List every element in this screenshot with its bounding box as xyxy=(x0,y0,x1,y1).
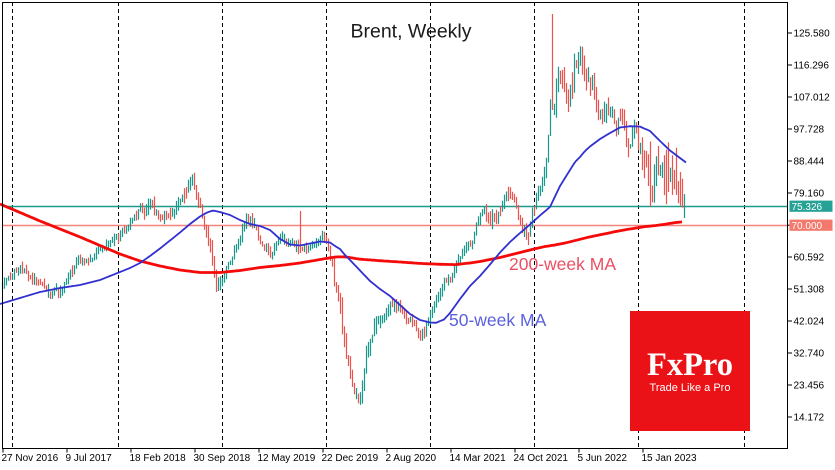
svg-text:107.012: 107.012 xyxy=(794,93,831,104)
svg-text:75.326: 75.326 xyxy=(792,202,823,213)
svg-text:42.024: 42.024 xyxy=(794,317,825,328)
svg-text:9 Jul 2017: 9 Jul 2017 xyxy=(66,453,113,464)
svg-text:Brent, Weekly: Brent, Weekly xyxy=(350,21,471,43)
svg-text:23.456: 23.456 xyxy=(794,381,825,392)
svg-text:18 Feb 2018: 18 Feb 2018 xyxy=(130,453,187,464)
svg-text:200-week MA: 200-week MA xyxy=(509,254,616,274)
svg-text:60.592: 60.592 xyxy=(794,253,825,264)
svg-text:79.160: 79.160 xyxy=(794,189,825,200)
svg-text:50-week MA: 50-week MA xyxy=(449,310,547,330)
svg-text:5 Jun 2022: 5 Jun 2022 xyxy=(578,453,628,464)
svg-text:14.172: 14.172 xyxy=(794,413,825,424)
svg-text:125.580: 125.580 xyxy=(794,29,831,40)
svg-text:Trade Like a Pro: Trade Like a Pro xyxy=(650,382,731,394)
svg-text:27 Nov 2016: 27 Nov 2016 xyxy=(2,453,59,464)
svg-text:14 Mar 2021: 14 Mar 2021 xyxy=(450,453,507,464)
svg-text:30 Sep 2018: 30 Sep 2018 xyxy=(194,453,251,464)
svg-text:97.728: 97.728 xyxy=(794,125,825,136)
svg-text:15 Jan 2023: 15 Jan 2023 xyxy=(642,453,697,464)
svg-text:2 Aug 2020: 2 Aug 2020 xyxy=(386,453,437,464)
svg-text:70.000: 70.000 xyxy=(792,221,823,232)
svg-text:116.296: 116.296 xyxy=(794,61,830,72)
svg-text:88.444: 88.444 xyxy=(794,157,825,168)
svg-text:22 Dec 2019: 22 Dec 2019 xyxy=(322,453,379,464)
svg-text:32.740: 32.740 xyxy=(794,349,825,360)
svg-text:12 May 2019: 12 May 2019 xyxy=(258,453,316,464)
svg-text:24 Oct 2021: 24 Oct 2021 xyxy=(514,453,569,464)
svg-text:51.308: 51.308 xyxy=(794,285,825,296)
svg-text:FxPro: FxPro xyxy=(647,347,733,383)
